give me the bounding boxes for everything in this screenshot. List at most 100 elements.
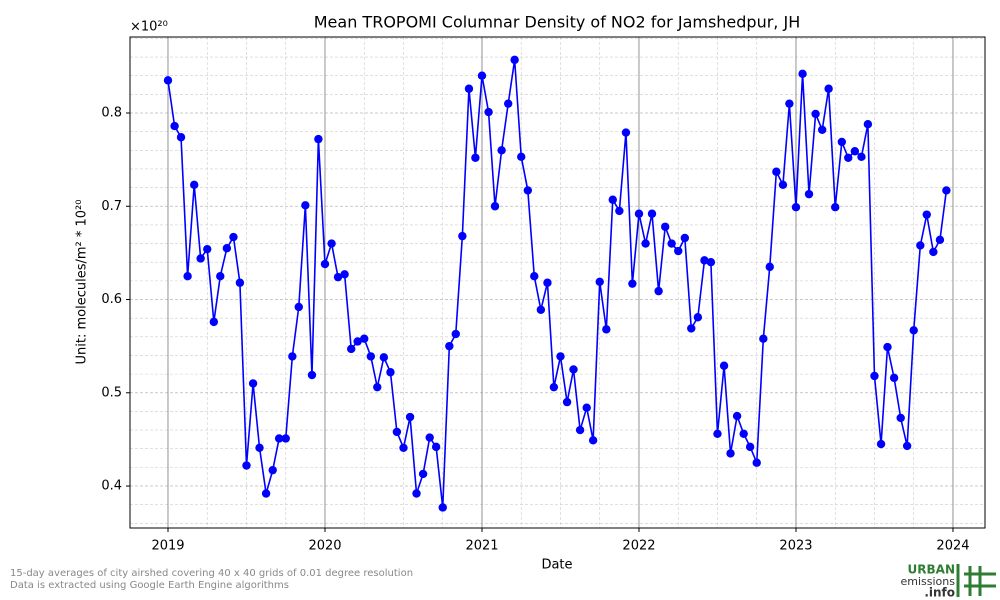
y-axis-label: Unit: molecules/m² * 10²⁰ [75,200,90,365]
data-point [517,152,526,162]
data-point [392,427,402,437]
y-tick-label: 0.6 [101,292,122,307]
data-point [203,244,212,254]
data-point [765,262,774,272]
data-point [778,180,788,190]
data-point [209,317,219,327]
data-point [929,247,938,257]
data-point [261,489,271,498]
data-point [772,167,781,176]
logo-text: .info [924,586,955,600]
data-point [340,270,349,279]
data-point [857,152,866,162]
data-point [641,239,650,248]
data-point [235,278,245,287]
data-point [438,503,447,512]
data-point [889,373,899,383]
data-point [824,84,833,93]
data-point [248,379,258,388]
data-point [281,434,290,443]
data-point [804,189,814,199]
data-point [745,442,755,452]
data-point [163,76,173,85]
data-point [268,465,277,475]
x-axis-label: Date [541,558,572,573]
data-point [870,371,879,381]
data-point [255,443,264,452]
data-point [314,134,323,144]
data-point [621,128,631,137]
logo-text: emissions [901,575,956,588]
data-point [274,434,284,443]
data-point [831,202,840,212]
data-point [647,209,657,218]
y-tick-label: 0.7 [101,199,122,214]
data-point [726,449,735,458]
data-point [942,186,951,195]
plot-frame [129,36,986,529]
data-point [667,239,676,248]
y-tick-label: 0.4 [101,479,122,494]
data-point [366,352,376,361]
data-point [687,324,696,333]
y-tick-label: 0.5 [101,385,122,400]
data-point [379,353,389,362]
logo: URBAN emissions .info [901,563,996,600]
data-point [785,99,794,108]
data-point [660,222,670,231]
data-point [608,195,617,204]
x-tick-label: 2019 [151,539,184,554]
data-point [863,119,873,129]
data-point [412,489,421,498]
data-point [752,458,761,467]
data-point [373,382,382,392]
data-point [170,121,179,131]
data-point [353,337,362,346]
data-point [896,413,905,423]
data-point [196,254,205,263]
data-point [654,286,663,296]
data-point [242,461,251,470]
data-point [405,412,415,422]
data-point [320,259,330,269]
data-point [484,107,493,117]
data-point [922,210,931,219]
x-tick-label: 2023 [779,539,812,554]
data-point [850,147,860,156]
data-point [732,411,742,421]
data-point [739,429,748,439]
data-point [301,201,310,210]
footnote: 15-day averages of city airshed covering… [10,568,413,579]
data-point [582,403,591,412]
data-point [700,256,709,265]
data-point [588,436,598,445]
data-point [674,246,683,256]
data-point [360,334,369,343]
data-point [615,206,624,216]
data-point [307,370,317,380]
data-point [425,433,434,442]
data-point [183,272,192,281]
data-point [759,334,768,343]
data-point [562,397,572,407]
data-point [399,443,408,452]
x-tick-label: 2021 [465,539,498,554]
data-point [490,202,500,211]
data-point [190,180,199,190]
data-point [222,244,232,253]
data-point [333,272,343,282]
x-tick-label: 2020 [308,539,341,554]
data-point [347,344,356,354]
data-point [602,325,611,334]
data-point [418,469,428,479]
data-point [817,125,827,134]
data-point [288,352,297,361]
data-point [530,272,539,281]
data-point [902,441,912,451]
data-point [458,231,467,241]
data-point [876,439,886,449]
data-point [569,365,578,374]
data-point [549,382,559,392]
data-point [510,55,519,65]
